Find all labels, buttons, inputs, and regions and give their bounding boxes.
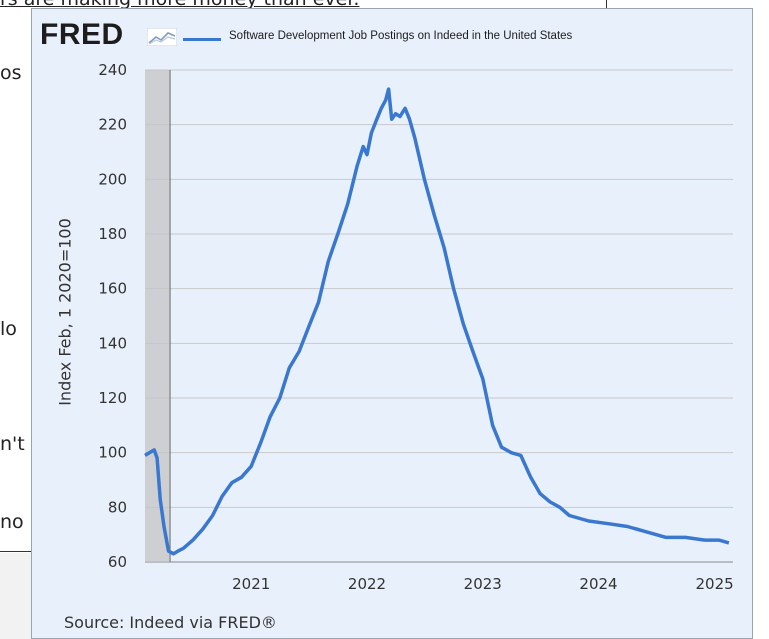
background-article-text: rs are making more money than ever. (0, 0, 600, 12)
background-fragment: os (0, 62, 22, 84)
y-tick-label: 220 (98, 116, 127, 134)
recession-bar (145, 70, 171, 562)
y-tick-label: 80 (108, 498, 127, 516)
x-tick-label: 2024 (579, 575, 617, 593)
y-tick-label: 100 (98, 444, 127, 462)
x-tick-label: 2023 (464, 575, 502, 593)
x-tick-label: 2022 (348, 575, 386, 593)
fred-logo: FRED (40, 18, 124, 51)
y-tick-label: 160 (98, 280, 127, 298)
y-tick-label: 200 (98, 170, 127, 188)
series-line (144, 87, 730, 556)
y-tick-label: 60 (108, 553, 127, 571)
grid-lines (145, 69, 733, 563)
x-tick-label: 2021 (232, 575, 270, 593)
y-tick-label: 180 (98, 225, 127, 243)
background-fragment: lo (0, 318, 17, 340)
x-tick-label: 2025 (696, 575, 734, 593)
legend-label: Software Development Job Postings on Ind… (229, 30, 573, 42)
graph-icon (147, 28, 177, 46)
y-tick-label: 240 (98, 61, 127, 79)
x-tick-labels: 2021 2022 2023 2024 2025 (232, 575, 734, 593)
background-fragment: n't (0, 433, 25, 455)
background-fragment: no (0, 511, 24, 533)
y-tick-label: 140 (98, 334, 127, 352)
legend-swatch (183, 38, 221, 41)
source-note: Source: Indeed via FRED® (64, 613, 277, 632)
recession-shade (145, 70, 171, 562)
series-lines (144, 87, 730, 556)
y-tick-label: 120 (98, 389, 127, 407)
y-tick-labels: 60 80 100 120 140 160 180 200 220 240 (98, 61, 127, 571)
